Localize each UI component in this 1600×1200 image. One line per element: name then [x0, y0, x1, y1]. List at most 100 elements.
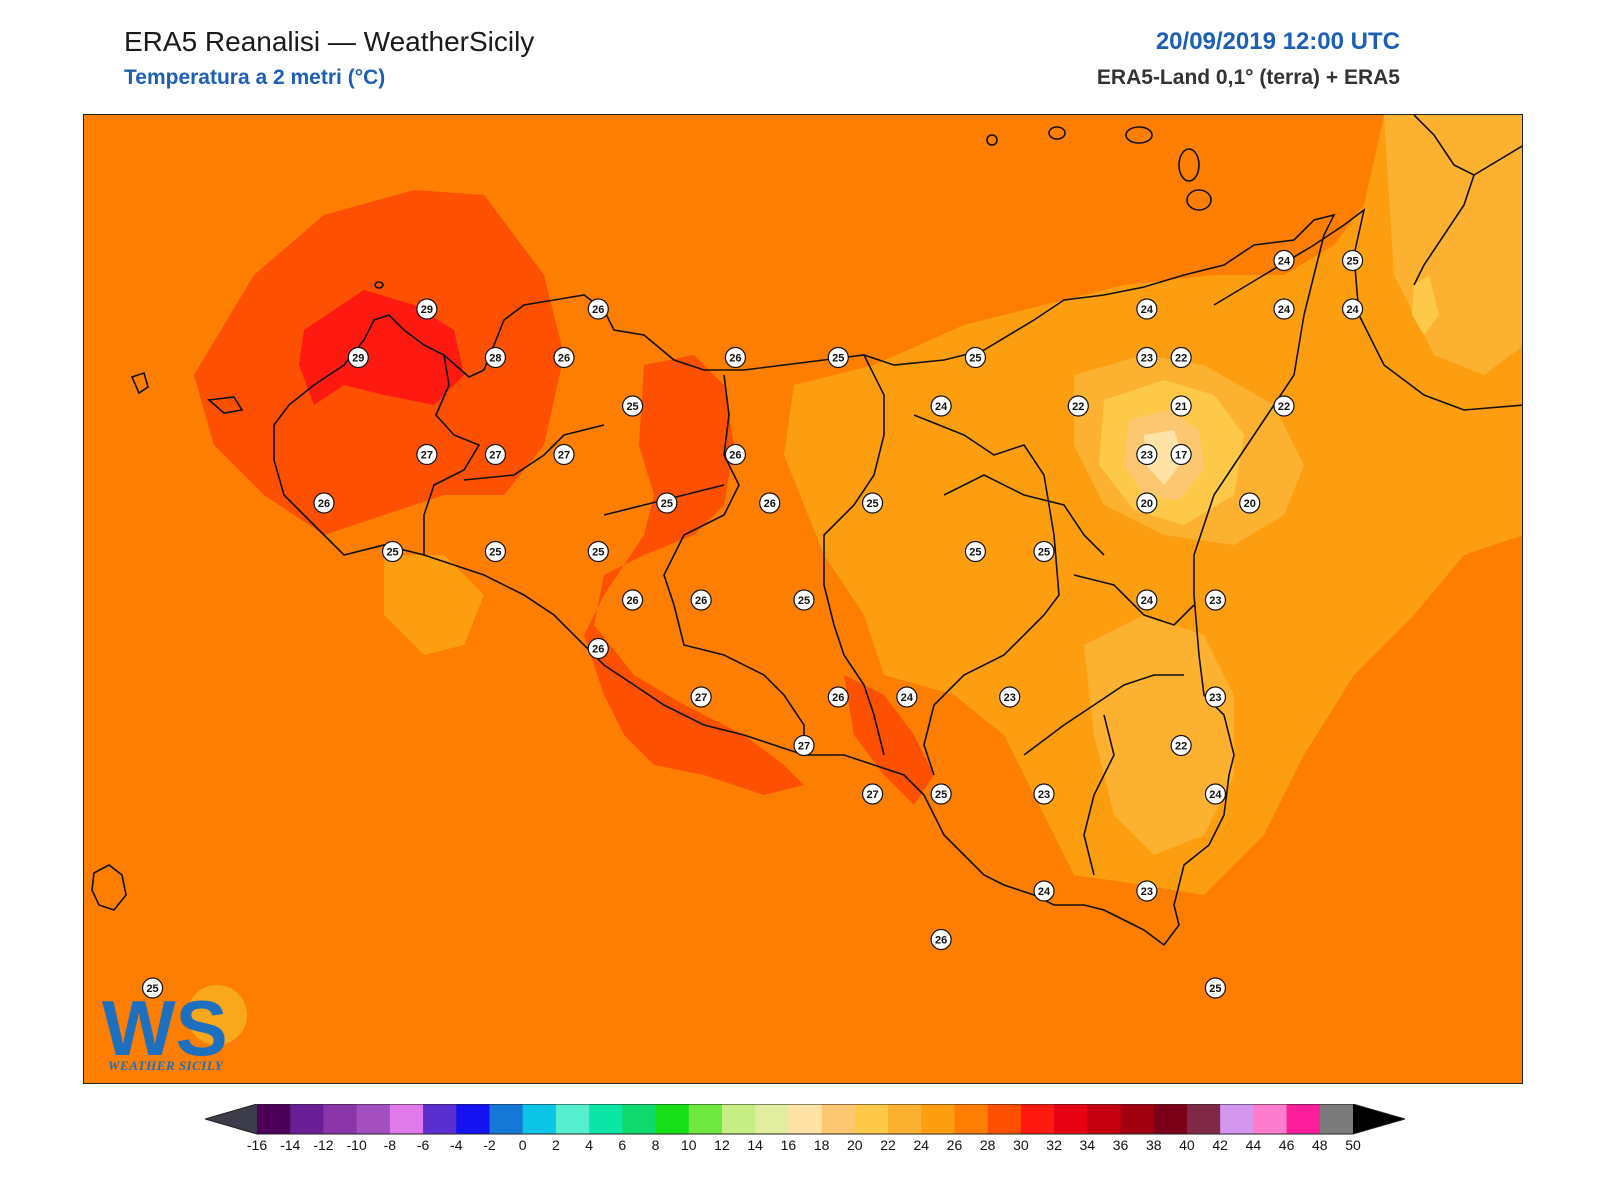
colorbar-tick-label: 46 — [1279, 1137, 1295, 1153]
colorbar-tick-label: -12 — [313, 1137, 333, 1153]
temperature-marker: 25 — [964, 540, 987, 563]
temperature-marker-circle — [964, 540, 987, 563]
temperature-marker-value: 26 — [729, 353, 741, 365]
colorbar-tick-label: 24 — [913, 1137, 929, 1153]
temperature-marker: 24 — [930, 395, 952, 417]
temperature-marker-circle — [1239, 492, 1261, 514]
temperature-marker-circle — [1170, 346, 1192, 369]
temperature-marker-circle — [861, 783, 884, 805]
colorbar-under-arrow — [205, 1104, 257, 1134]
temperature-marker-circle — [347, 346, 369, 369]
colorbar-swatch — [954, 1104, 989, 1134]
temperature-marker-value: 26 — [695, 595, 707, 607]
temperature-marker: 22 — [1170, 346, 1192, 369]
colorbar-swatch — [688, 1104, 723, 1134]
temperature-marker-circle — [587, 298, 609, 320]
temperature-marker-circle — [587, 637, 609, 660]
weathersicily-logo: WS — [102, 984, 247, 1072]
temperature-marker-circle — [621, 589, 644, 611]
colorbar-swatch — [1253, 1104, 1288, 1134]
temperature-marker-circle — [1033, 783, 1055, 805]
temperature-marker-circle — [1170, 734, 1192, 757]
temperature-marker-value: 26 — [764, 498, 776, 510]
colorbar-tick-label: 32 — [1046, 1137, 1062, 1153]
temperature-marker: 23 — [999, 686, 1021, 708]
logo-letters: WS — [102, 984, 228, 1072]
temperature-marker: 21 — [1170, 395, 1192, 417]
colorbar-swatches — [205, 1104, 1405, 1135]
temperature-colorbar: -16 -14 -12 -10 -8 -6 -4 -2 0 2 4 6 8 10 12 14 16 18 20 22 2… — [205, 1104, 1405, 1153]
temperature-marker-circle — [587, 540, 609, 563]
temperature-marker: 25 — [1033, 540, 1055, 563]
temperature-marker: 26 — [759, 492, 781, 514]
temperature-marker-value: 27 — [489, 450, 501, 462]
temperature-marker-value: 22 — [1175, 741, 1187, 753]
colorbar-swatch — [323, 1104, 358, 1134]
temperature-marker-value: 24 — [1141, 595, 1154, 607]
colorbar-tick-label: -8 — [384, 1137, 397, 1153]
temperature-marker: 25 — [381, 540, 404, 563]
temperature-marker-value: 17 — [1175, 450, 1187, 462]
temperature-marker: 27 — [793, 734, 815, 757]
temperature-marker: 24 — [1273, 298, 1295, 320]
temperature-marker-value: 29 — [352, 353, 364, 365]
colorbar-swatch — [1286, 1104, 1321, 1134]
colorbar-swatch — [921, 1104, 955, 1134]
temperature-marker-value: 25 — [592, 547, 604, 559]
temperature-marker: 25 — [621, 395, 644, 417]
colorbar-swatch — [290, 1104, 324, 1134]
temperature-marker-value: 27 — [866, 789, 878, 801]
temperature-marker-circle — [484, 540, 507, 563]
colorbar-tick-label: -10 — [347, 1137, 367, 1153]
temperature-marker-circle — [484, 443, 507, 466]
field-band-24-west — [384, 555, 484, 655]
temperature-marker: 23 — [1033, 783, 1055, 805]
temperature-marker-value: 27 — [421, 450, 433, 462]
temperature-marker-value: 21 — [1175, 401, 1187, 413]
temperature-marker-circle — [1136, 880, 1158, 902]
temperature-marker-value: 26 — [729, 450, 741, 462]
temperature-marker-value: 25 — [146, 983, 158, 995]
temperature-marker: 26 — [827, 686, 849, 708]
colorbar-tick-label: 50 — [1345, 1137, 1361, 1153]
temperature-marker-value: 23 — [1038, 789, 1050, 801]
colorbar-tick-label: -16 — [247, 1137, 267, 1153]
temperature-marker-circle — [553, 346, 575, 369]
colorbar-swatch — [1120, 1104, 1155, 1134]
colorbar-tick-label: 40 — [1179, 1137, 1195, 1153]
temperature-marker-circle — [1273, 249, 1295, 272]
colorbar-swatch — [555, 1104, 590, 1134]
temperature-marker-circle — [416, 443, 438, 466]
colorbar-swatch — [257, 1104, 291, 1134]
temperature-marker-circle — [1204, 783, 1227, 805]
temperature-marker: 22 — [1273, 395, 1295, 417]
temperature-marker-circle — [1341, 298, 1364, 320]
temperature-marker-circle — [1273, 298, 1295, 320]
colorbar-tick-label: 18 — [814, 1137, 830, 1153]
temperature-marker-value: 23 — [1004, 692, 1016, 704]
colorbar-swatch — [356, 1104, 391, 1134]
field-band-16-etna — [1144, 430, 1184, 485]
field-band-28-south — [844, 675, 934, 805]
temperature-marker-circle — [793, 734, 815, 757]
colorbar-tick-label: 38 — [1146, 1137, 1162, 1153]
temperature-marker-value: 24 — [1346, 304, 1359, 316]
colorbar-swatch — [1153, 1104, 1188, 1134]
temperature-marker-value: 25 — [798, 595, 810, 607]
temperature-marker-circle — [896, 686, 918, 708]
temperature-marker-value: 25 — [1038, 547, 1050, 559]
temperature-marker: 23 — [1136, 880, 1158, 902]
colorbar-tick-label: 4 — [585, 1137, 593, 1153]
temperature-marker: 27 — [416, 443, 438, 466]
temperature-marker: 25 — [141, 977, 164, 999]
temperature-marker-value: 24 — [1141, 304, 1154, 316]
colorbar-swatch — [489, 1104, 524, 1134]
temperature-marker-value: 26 — [592, 304, 604, 316]
data-source: ERA5-Land 0,1° (terra) + ERA5 — [1096, 66, 1400, 89]
temperature-map[interactable]: 29 29 28 26 26 26 25 25 24 24 24 25 24 23 22 25 24 22 21 22… — [83, 114, 1523, 1084]
temperature-marker-circle — [1170, 395, 1192, 417]
temperature-marker: 25 — [1341, 249, 1364, 272]
temperature-marker-circle — [313, 492, 335, 514]
temperature-marker: 26 — [930, 928, 952, 951]
logo-sun-icon — [187, 985, 247, 1045]
